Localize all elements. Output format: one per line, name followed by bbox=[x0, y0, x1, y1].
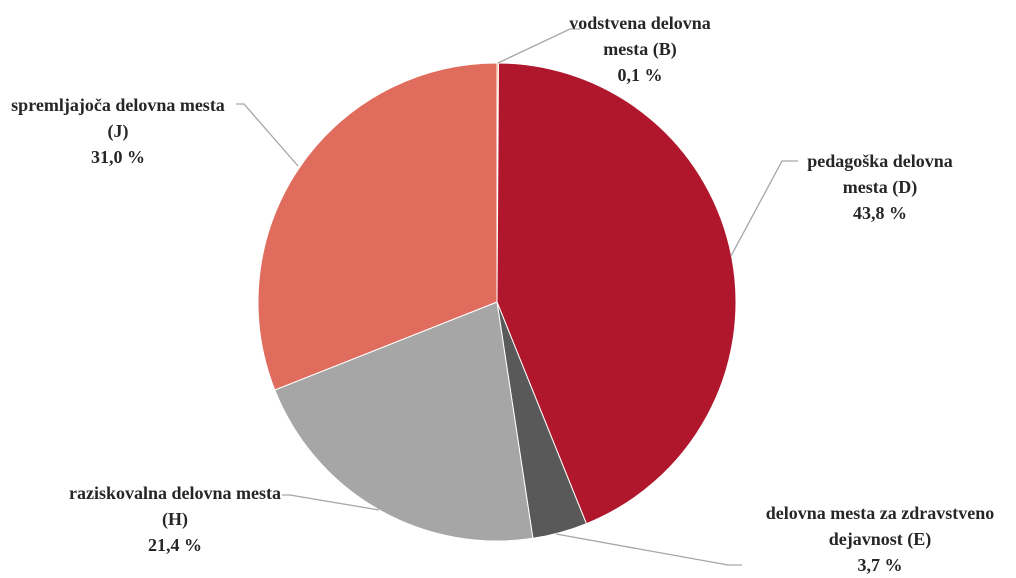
data-label: raziskovalna delovna mesta (H) 21,4 % bbox=[60, 480, 290, 558]
category-label: raziskovalna delovna mesta (H) bbox=[68, 483, 281, 529]
data-label: spremljajoča delovna mesta (J) 31,0 % bbox=[0, 92, 236, 170]
category-label: spremljajoča delovna mesta (J) bbox=[11, 95, 225, 141]
leader-line bbox=[730, 160, 798, 257]
data-label: pedagoška delovna mesta (D) 43,8 % bbox=[790, 148, 970, 226]
category-label: pedagoška delovna mesta (D) bbox=[807, 151, 953, 197]
leader-line bbox=[555, 533, 742, 566]
pie-slice bbox=[257, 62, 498, 391]
category-label: vodstvena delovna mesta (B) bbox=[569, 13, 711, 59]
pie-slice bbox=[274, 301, 534, 542]
data-label: vodstvena delovna mesta (B) 0,1 % bbox=[560, 10, 720, 88]
value-label: 3,7 % bbox=[857, 555, 903, 575]
pie-slice bbox=[496, 62, 737, 525]
leader-line bbox=[282, 494, 380, 511]
leader-line bbox=[236, 103, 299, 167]
value-label: 43,8 % bbox=[853, 203, 907, 223]
value-label: 31,0 % bbox=[91, 147, 145, 167]
category-label: delovna mesta za zdravstveno dejavnost (… bbox=[765, 503, 995, 549]
value-label: 0,1 % bbox=[617, 65, 663, 85]
leader-line bbox=[497, 28, 580, 64]
data-label: delovna mesta za zdravstveno dejavnost (… bbox=[735, 500, 1016, 578]
value-label: 21,4 % bbox=[148, 535, 202, 555]
